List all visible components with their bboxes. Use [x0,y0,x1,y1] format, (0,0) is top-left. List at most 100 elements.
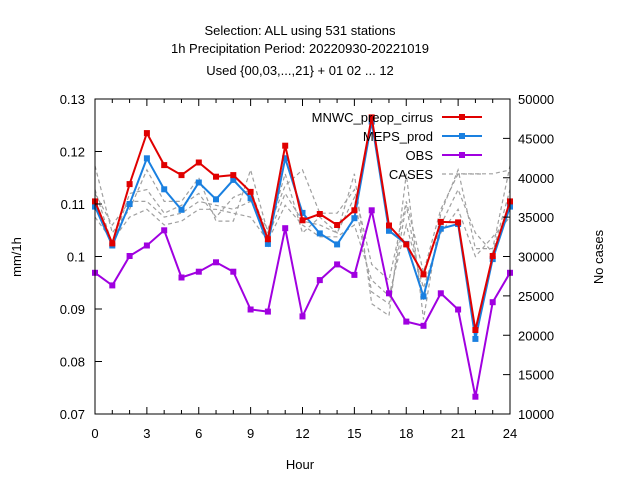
point-mnwc-preop-cirrus-19 [420,271,427,278]
point-obs-16 [368,207,375,214]
point-meps-prod-11 [282,155,289,162]
point-obs-13 [316,277,323,284]
plot-frame [94,98,511,415]
point-obs-22 [472,393,479,400]
y-tick-label-1: 0.08 [60,355,85,370]
y2-tick-label-50000: 50000 [518,92,554,107]
point-obs-19 [420,322,427,329]
x-axis-label: Hour [286,457,315,472]
point-obs-2 [126,253,133,259]
x-tick-label-21: 21 [451,426,465,441]
legend: MNWC_preop_cirrus MEPS_prod OBS CASES [312,110,482,182]
point-obs-7 [213,259,219,266]
point-obs-12 [299,313,306,320]
cases-line-4 [94,168,511,282]
y2-tick-label-30000: 30000 [518,250,554,265]
case-lines-group [94,165,511,320]
point-mnwc-preop-cirrus-21 [455,219,462,226]
point-mnwc-preop-cirrus-7 [213,173,219,180]
point-obs-4 [161,227,168,234]
y-tick-label-3: 0.1 [67,250,85,265]
y2-tick-label-45000: 45000 [518,131,554,146]
point-obs-18 [403,318,410,325]
series-line-obs [94,210,511,397]
y2-tick-label-25000: 25000 [518,289,554,304]
point-meps-prod-20 [437,225,444,232]
cases-line-1 [94,165,511,320]
point-obs-14 [334,261,341,268]
chart-title-line-3: Used {00,03,...,21} + 01 02 ... 12 [206,63,394,78]
point-meps-prod-13 [316,230,323,237]
y2-tick-label-40000: 40000 [518,171,554,186]
point-meps-prod-5 [178,206,185,213]
x-tick-label-12: 12 [295,426,309,441]
point-mnwc-preop-cirrus-9 [247,188,254,195]
y-axis-label: mm/1h [9,237,24,277]
chart-title-line-2: 1h Precipitation Period: 20220930-202210… [171,41,429,56]
point-mnwc-preop-cirrus-1 [109,240,116,247]
point-obs-9 [247,306,254,313]
y2-tick-label-15000: 15000 [518,368,554,383]
point-meps-prod-22 [472,335,479,342]
point-meps-prod-4 [161,186,168,193]
point-meps-prod-9 [247,195,254,202]
point-mnwc-preop-cirrus-23 [489,253,496,259]
point-mnwc-preop-cirrus-15 [351,207,358,214]
cases-line-2 [94,188,511,305]
point-meps-prod-6 [195,179,202,186]
point-mnwc-preop-cirrus-3 [143,130,150,137]
legend-label-obs: OBS [406,148,434,163]
axes-group: 0 3 6 9 12 15 18 21 24 0.07 0.08 0.09 0.1 0.11 0.12 0.1… [60,92,554,441]
point-mnwc-preop-cirrus-5 [178,172,185,179]
point-obs-17 [386,290,392,297]
point-meps-prod-15 [351,215,358,222]
legend-label-meps-prod: MEPS_prod [363,129,433,144]
y-tick-label-5: 0.12 [60,145,85,160]
y-tick-label-0: 0.07 [60,407,85,422]
chart-title-line-1: Selection: ALL using 531 stations [204,23,396,38]
point-obs-11 [282,225,289,232]
y-tick-label-2: 0.09 [60,302,85,317]
legend-label-mnwc-preop-cirrus: MNWC_preop_cirrus [312,110,434,125]
point-obs-23 [489,299,496,306]
point-mnwc-preop-cirrus-12 [299,217,306,224]
point-meps-prod-17 [386,227,392,234]
point-meps-prod-8 [230,176,237,183]
x-tick-label-0: 0 [91,426,98,441]
point-meps-prod-3 [143,155,150,162]
y2-tick-label-35000: 35000 [518,210,554,225]
series-line-mnwc-preop-cirrus [94,117,511,331]
point-obs-20 [437,290,444,297]
point-mnwc-preop-cirrus-10 [264,236,271,243]
point-mnwc-preop-cirrus-2 [126,181,133,188]
point-meps-prod-10 [264,240,271,247]
x-tick-label-15: 15 [347,426,361,441]
y2-tick-label-10000: 10000 [518,407,554,422]
y2-tick-label-20000: 20000 [518,328,554,343]
point-meps-prod-7 [213,196,219,203]
point-mnwc-preop-cirrus-13 [316,211,323,217]
legend-marker-obs [459,152,465,158]
point-mnwc-preop-cirrus-20 [437,218,444,225]
y-tick-label-6: 0.13 [60,92,85,107]
point-meps-prod-19 [420,293,427,300]
point-obs-3 [143,242,150,249]
point-mnwc-preop-cirrus-22 [472,327,479,333]
point-mnwc-preop-cirrus-16 [368,114,375,121]
x-tick-label-6: 6 [195,426,202,441]
point-meps-prod-14 [334,241,341,248]
point-obs-6 [195,268,202,275]
point-obs-5 [178,274,185,281]
cases-line-3 [94,204,511,298]
point-mnwc-preop-cirrus-4 [161,162,168,169]
y2-axis-label: No cases [591,229,606,284]
legend-marker-mnwc-preop-cirrus [459,114,465,120]
point-obs-15 [351,271,358,278]
x-tick-label-9: 9 [247,426,254,441]
point-mnwc-preop-cirrus-18 [403,241,410,248]
point-mnwc-preop-cirrus-11 [282,142,289,149]
point-meps-prod-12 [299,209,306,216]
series-lines-group [92,114,513,400]
point-obs-10 [264,308,271,315]
